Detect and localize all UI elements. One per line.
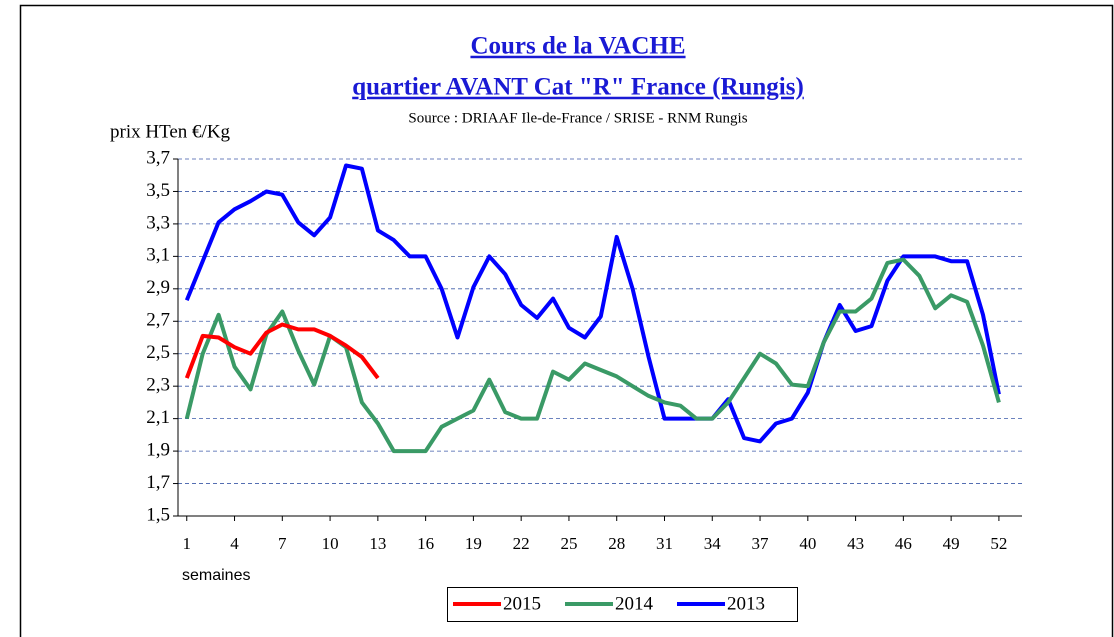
legend-label: 2013 xyxy=(727,593,765,614)
chart-title: Cours de la VACHE xyxy=(470,33,685,60)
x-axis-label: semaines xyxy=(182,567,250,584)
y-tick-label: 1,7 xyxy=(146,472,170,493)
x-tick-label: 46 xyxy=(895,534,912,553)
frame xyxy=(19,4,1114,637)
legend-label: 2015 xyxy=(503,593,541,614)
y-tick-label: 1,5 xyxy=(146,504,170,525)
x-tick-label: 34 xyxy=(704,534,722,553)
x-tick-label: 4 xyxy=(230,534,239,553)
y-tick-label: 2,3 xyxy=(146,375,170,396)
y-tick-label: 2,1 xyxy=(146,407,170,428)
y-axis-label: prix HTen €/Kg xyxy=(110,121,231,142)
y-tick-label: 1,9 xyxy=(146,439,170,460)
series-line xyxy=(184,322,380,380)
x-tick-label: 43 xyxy=(847,534,864,553)
legend-label: 2014 xyxy=(615,593,654,614)
x-tick-label: 13 xyxy=(369,534,386,553)
series-line xyxy=(184,257,1001,454)
x-tick-label: 10 xyxy=(322,534,339,553)
x-tick-label: 31 xyxy=(656,534,673,553)
y-tick-label: 2,9 xyxy=(146,277,170,298)
chart-subtitle: quartier AVANT Cat "R" France (Rungis) xyxy=(352,74,804,101)
x-tick-label: 7 xyxy=(278,534,287,553)
x-tick-label: 37 xyxy=(752,534,770,553)
source: Source : DRIAAF Ile-de-France / SRISE - … xyxy=(408,110,747,126)
x-tick-label: 22 xyxy=(513,534,530,553)
y-tick-label: 3,1 xyxy=(146,245,170,266)
x-tick-label: 49 xyxy=(943,534,960,553)
x-tick-label: 1 xyxy=(183,534,192,553)
x-tick-label: 16 xyxy=(417,534,434,553)
y-tick-label: 2,5 xyxy=(146,342,170,363)
y-tick-label: 3,7 xyxy=(146,147,170,168)
x-tick-label: 19 xyxy=(465,534,482,553)
y-tick-label: 2,7 xyxy=(146,310,170,331)
x-tick-label: 52 xyxy=(990,534,1007,553)
x-tick-label: 25 xyxy=(560,534,577,553)
y-tick-label: 3,5 xyxy=(146,180,170,201)
legend-box xyxy=(447,587,798,622)
x-tick-label: 40 xyxy=(799,534,816,553)
series-line xyxy=(184,163,1001,444)
x-tick-label: 28 xyxy=(608,534,625,553)
y-tick-label: 3,3 xyxy=(146,212,170,233)
